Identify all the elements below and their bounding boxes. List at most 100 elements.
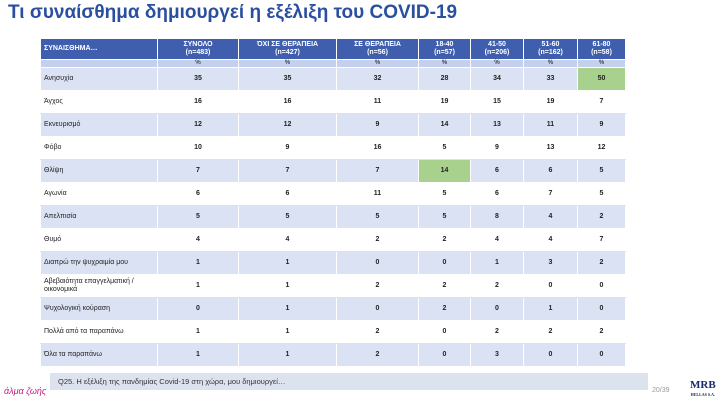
value-cell: 5 — [336, 205, 419, 229]
value-cell: 15 — [470, 90, 524, 114]
value-cell: 1 — [157, 343, 239, 367]
page-number: 20/39 — [652, 387, 670, 394]
unit-row: %%%%%%% — [40, 59, 626, 68]
value-cell: 9 — [336, 113, 419, 137]
header-cell: ΣΥΝΑΙΣΘΗΜΑ… — [40, 38, 158, 60]
value-cell: 3 — [523, 251, 578, 275]
value-cell: 12 — [238, 113, 337, 137]
header-cell: ΣΕ ΘΕΡΑΠΕΙΑ (n=56) — [336, 38, 419, 60]
value-cell: 12 — [577, 136, 626, 160]
data-row: Διαπρώ την ψυχραιμία μου 1 1 0 0 1 3 2 — [40, 251, 626, 275]
data-row: Απελπισία 5 5 5 5 8 4 2 — [40, 205, 626, 229]
value-cell: 14 — [418, 113, 471, 137]
value-cell: 6 — [157, 182, 239, 206]
value-cell: 32 — [336, 67, 419, 91]
value-cell: 0 — [418, 320, 471, 344]
value-cell: 0 — [577, 343, 626, 367]
value-cell: 1 — [157, 274, 239, 298]
value-cell: 7 — [157, 159, 239, 183]
value-cell: 1 — [470, 251, 524, 275]
value-cell: 11 — [336, 90, 419, 114]
value-cell: 2 — [336, 228, 419, 252]
value-cell: 7 — [577, 228, 626, 252]
value-cell: 1 — [238, 251, 337, 275]
value-cell: 4 — [157, 228, 239, 252]
column-n: (n=427) — [275, 49, 300, 56]
logo-text: MRB — [690, 379, 716, 391]
header-cell: 61-80 (n=58) — [577, 38, 626, 60]
column-label: ΣΕ ΘΕΡΑΠΕΙΑ — [354, 41, 401, 48]
column-n: (n=58) — [591, 49, 612, 56]
logo-right: MRB HELLAS S.A. — [690, 380, 716, 400]
value-cell: 2 — [577, 251, 626, 275]
unit-cell: % — [418, 59, 471, 68]
value-cell: 12 — [157, 113, 239, 137]
header-cell: 51-60 (n=162) — [523, 38, 578, 60]
header-cell: 41-50 (n=206) — [470, 38, 524, 60]
value-cell: 35 — [238, 67, 337, 91]
value-cell: 2 — [336, 343, 419, 367]
value-cell: 5 — [577, 182, 626, 206]
data-row: Αβεβαιότητα επαγγελματική / οικονομικά 1 1… — [40, 274, 626, 298]
value-cell: 2 — [418, 297, 471, 321]
value-cell: 1 — [238, 343, 337, 367]
value-cell: 6 — [470, 182, 524, 206]
value-cell: 33 — [523, 67, 578, 91]
unit-cell: % — [238, 59, 337, 68]
value-cell: 0 — [418, 251, 471, 275]
value-cell: 34 — [470, 67, 524, 91]
column-label: 61-80 — [592, 41, 611, 48]
value-cell: 9 — [238, 136, 337, 160]
value-cell: 14 — [418, 159, 471, 183]
value-cell: 2 — [523, 320, 578, 344]
value-cell: 1 — [523, 297, 578, 321]
value-cell: 13 — [523, 136, 578, 160]
value-cell: 0 — [418, 343, 471, 367]
column-n: (n=162) — [538, 49, 563, 56]
row-label: Απελπισία — [40, 205, 158, 229]
value-cell: 2 — [577, 205, 626, 229]
value-cell: 2 — [470, 274, 524, 298]
question: Q25. Η εξέλιξη της πανδημίας Covid-19 στ… — [50, 373, 648, 390]
header-cell: 18-40 (n=57) — [418, 38, 471, 60]
value-cell: 19 — [523, 90, 578, 114]
row-label: Θλίψη — [40, 159, 158, 183]
value-cell: 6 — [523, 159, 578, 183]
value-cell: 4 — [523, 205, 578, 229]
value-cell: 6 — [470, 159, 524, 183]
data-row: Θλίψη 7 7 7 14 6 6 5 — [40, 159, 626, 183]
column-n: (n=206) — [484, 49, 510, 56]
header-cell: ΌΧΙ ΣΕ ΘΕΡΑΠΕΙΑ (n=427) — [238, 38, 337, 60]
value-cell: 13 — [470, 113, 524, 137]
value-cell: 7 — [238, 159, 337, 183]
row-label: Αβεβαιότητα επαγγελματική / οικονομικά — [40, 274, 158, 298]
value-cell: 35 — [157, 67, 239, 91]
data-row: Πολλά από τα παραπάνω 1 1 2 0 2 2 2 — [40, 320, 626, 344]
header-row: ΣΥΝΑΙΣΘΗΜΑ… ΣΥΝΟΛΟ (n=483) ΌΧΙ ΣΕ ΘΕΡΑΠΕΙΑ(… — [40, 38, 626, 60]
row-label: Διαπρώ την ψυχραιμία μου — [40, 251, 158, 275]
value-cell: 0 — [577, 297, 626, 321]
value-cell: 50 — [577, 67, 626, 91]
value-cell: 2 — [336, 320, 419, 344]
column-label: 18-40 — [435, 41, 454, 48]
value-cell: 11 — [336, 182, 419, 206]
row-label: Εκνευρισμό — [40, 113, 158, 137]
value-cell: 16 — [238, 90, 337, 114]
header-cell: ΣΥΝΟΛΟ (n=483) — [157, 38, 239, 60]
value-cell: 5 — [418, 205, 471, 229]
value-cell: 8 — [470, 205, 524, 229]
value-cell: 4 — [470, 228, 524, 252]
title: Τι συναίσθημα δημιουργεί η εξέλιξη του C… — [8, 2, 458, 23]
value-cell: 2 — [336, 274, 419, 298]
value-cell: 1 — [238, 274, 337, 298]
column-n: (n=483) — [185, 49, 211, 56]
value-cell: 0 — [336, 251, 419, 275]
column-label: 41-50 — [488, 41, 506, 48]
value-cell: 2 — [470, 320, 524, 344]
value-cell: 0 — [157, 297, 239, 321]
value-cell: 2 — [418, 274, 471, 298]
column-label: ΌΧΙ ΣΕ ΘΕΡΑΠΕΙΑ — [256, 41, 319, 48]
row-label: Άγχος — [40, 90, 158, 114]
value-cell: 11 — [523, 113, 578, 137]
